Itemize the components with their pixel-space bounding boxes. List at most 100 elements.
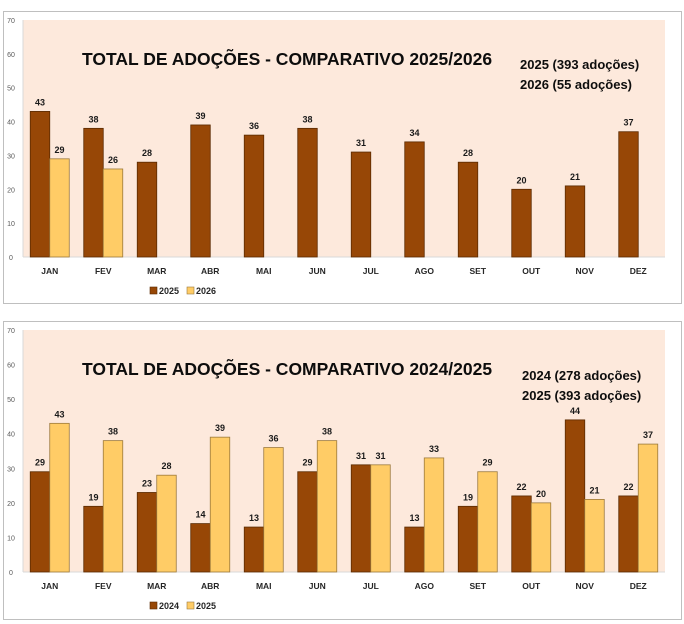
x-tick-label: MAI — [256, 581, 272, 591]
legend-swatch-2025 — [186, 601, 195, 610]
y-tick-label: 50 — [7, 86, 15, 93]
data-label: 21 — [589, 485, 599, 495]
x-tick-label: FEV — [95, 581, 112, 591]
bar-2025-jul — [350, 151, 372, 258]
bar-2025-dez — [618, 131, 639, 258]
x-tick-label: FEV — [95, 266, 112, 276]
data-label: 37 — [623, 118, 633, 128]
data-label: 20 — [536, 489, 546, 499]
legend-swatch-2026 — [186, 286, 195, 295]
data-label: 39 — [195, 111, 205, 121]
bar-2024-out — [511, 495, 532, 573]
bar-2025-mar — [136, 161, 158, 258]
x-tick-label: OUT — [522, 581, 541, 591]
data-label: 28 — [463, 148, 473, 158]
x-tick-label: SET — [469, 266, 486, 276]
x-tick-label: JUL — [363, 266, 379, 276]
y-tick-label: 60 — [7, 52, 15, 59]
x-tick-label: DEZ — [630, 581, 647, 591]
bar-2024-mai — [243, 526, 265, 573]
total-annotation: 2024 (278 adoções) — [522, 368, 641, 383]
bar-2025-abr — [190, 124, 211, 258]
data-label: 31 — [375, 451, 385, 461]
bar-2024-jun — [297, 471, 318, 573]
chart-2025-2026-svg: 0 10 20 30 40 50 60 70 43 29 JAN 38 26 FEV 28 MAR 39 ABR 3… — [7, 18, 665, 296]
bar-2025-dez — [637, 443, 659, 573]
y-tick-label: 10 — [7, 535, 15, 542]
y-tick-label: 60 — [7, 363, 15, 370]
x-tick-label: NOV — [576, 266, 595, 276]
x-tick-label: ABR — [201, 266, 219, 276]
bar-2024-dez — [618, 495, 639, 573]
bar-2025-out — [530, 502, 552, 573]
data-label: 29 — [302, 458, 312, 468]
data-label: 19 — [88, 492, 98, 502]
bar-2025-mai — [243, 134, 265, 258]
chart-2024-2025: 0 10 20 30 40 50 60 70 29 43 JAN 19 38 FEV 23 28 MAR 14 39… — [3, 321, 682, 620]
bar-2025-mai — [263, 447, 284, 573]
data-label: 34 — [409, 128, 419, 138]
bar-2024-nov — [564, 419, 586, 573]
chart-2024-2025-svg: 0 10 20 30 40 50 60 70 29 43 JAN 19 38 FEV 23 28 MAR 14 39… — [7, 328, 665, 611]
y-tick-label: 50 — [7, 397, 15, 404]
bar-2024-ago — [404, 526, 425, 573]
bar-2025-ago — [423, 457, 445, 573]
data-label: 14 — [195, 510, 205, 520]
bar-2025-out — [511, 188, 532, 258]
total-annotation: 2026 (55 adoções) — [520, 77, 632, 92]
x-tick-label: JUL — [363, 581, 379, 591]
bar-2024-abr — [190, 523, 211, 573]
x-tick-label: AGO — [415, 266, 435, 276]
data-label: 13 — [409, 513, 419, 523]
legend-swatch-2025 — [149, 286, 158, 295]
data-label: 22 — [516, 482, 526, 492]
chart-title: TOTAL DE ADOÇÕES - COMPARATIVO 2025/2026 — [82, 48, 492, 69]
chart-title: TOTAL DE ADOÇÕES - COMPARATIVO 2024/2025 — [82, 358, 492, 379]
legend-label: 2026 — [196, 286, 216, 296]
bar-2025-nov — [564, 185, 586, 258]
y-tick-label: 10 — [7, 221, 15, 228]
data-label: 43 — [54, 409, 64, 419]
data-label: 36 — [268, 434, 278, 444]
bar-2025-mar — [156, 474, 177, 573]
data-label: 31 — [356, 451, 366, 461]
x-tick-label: ABR — [201, 581, 219, 591]
data-label: 33 — [429, 444, 439, 454]
x-tick-label: MAI — [256, 266, 272, 276]
bar-2025-jan — [29, 111, 51, 258]
bar-2026-jan — [49, 158, 70, 258]
x-tick-label: AGO — [415, 581, 435, 591]
bar-2025-jan — [49, 422, 70, 573]
x-tick-label: JUN — [309, 581, 326, 591]
data-label: 22 — [623, 482, 633, 492]
data-label: 38 — [108, 427, 118, 437]
bar-2025-abr — [209, 436, 231, 573]
y-tick-label: 0 — [9, 255, 13, 262]
plot-area — [23, 20, 665, 257]
bar-2025-fev — [83, 127, 104, 258]
data-label: 38 — [322, 427, 332, 437]
data-label: 37 — [643, 430, 653, 440]
bar-2024-jan — [29, 471, 51, 573]
data-label: 23 — [142, 478, 152, 488]
x-tick-label: JAN — [41, 581, 58, 591]
data-label: 19 — [463, 492, 473, 502]
bar-2025-jun — [316, 440, 338, 573]
data-label: 44 — [570, 406, 580, 416]
bar-2025-ago — [404, 141, 425, 258]
data-label: 29 — [54, 145, 64, 155]
data-label: 28 — [161, 461, 171, 471]
total-annotation: 2025 (393 adoções) — [520, 57, 639, 72]
data-label: 20 — [516, 175, 526, 185]
x-tick-label: MAR — [147, 581, 166, 591]
data-label: 36 — [249, 121, 259, 131]
y-tick-label: 20 — [7, 501, 15, 508]
x-tick-label: JAN — [41, 266, 58, 276]
data-label: 21 — [570, 172, 580, 182]
x-tick-label: OUT — [522, 266, 541, 276]
x-tick-label: SET — [469, 581, 486, 591]
x-tick-label: JUN — [309, 266, 326, 276]
data-label: 38 — [88, 114, 98, 124]
data-label: 29 — [482, 458, 492, 468]
data-label: 26 — [108, 155, 118, 165]
